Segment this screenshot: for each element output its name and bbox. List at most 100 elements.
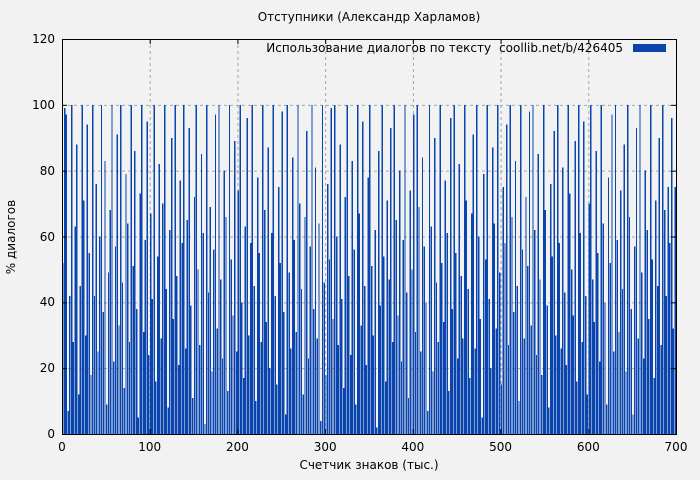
bar bbox=[476, 104, 478, 434]
bar bbox=[623, 144, 625, 434]
bar bbox=[414, 331, 417, 434]
bar bbox=[602, 223, 604, 434]
bar bbox=[662, 104, 664, 434]
bar bbox=[406, 292, 408, 434]
bar bbox=[644, 170, 646, 435]
bar bbox=[272, 104, 275, 434]
bar bbox=[74, 226, 76, 435]
bar bbox=[581, 341, 583, 434]
bar bbox=[109, 210, 111, 434]
bar bbox=[325, 374, 327, 434]
bar bbox=[144, 239, 147, 434]
bar bbox=[670, 118, 673, 434]
bar bbox=[548, 407, 550, 434]
bar bbox=[139, 193, 141, 434]
bar bbox=[388, 279, 390, 434]
bar bbox=[106, 404, 108, 435]
bar bbox=[207, 292, 210, 434]
bar bbox=[648, 318, 650, 434]
bar bbox=[269, 368, 271, 434]
bar bbox=[384, 381, 387, 434]
bar bbox=[665, 295, 668, 434]
bar bbox=[346, 104, 348, 434]
bar bbox=[114, 246, 117, 435]
bar bbox=[95, 183, 97, 434]
chart-title: Отступники (Александр Харламов) bbox=[257, 10, 481, 24]
bar bbox=[614, 104, 617, 434]
bar bbox=[491, 147, 494, 435]
bar bbox=[270, 233, 273, 434]
bar bbox=[402, 239, 404, 434]
bar bbox=[446, 233, 448, 434]
bar bbox=[660, 345, 662, 435]
y-tick-label: 120 bbox=[32, 32, 55, 46]
bar bbox=[404, 104, 406, 434]
bar bbox=[509, 104, 511, 434]
bar bbox=[576, 381, 578, 434]
bar bbox=[369, 104, 371, 434]
bar bbox=[116, 134, 118, 434]
bar bbox=[181, 243, 183, 434]
bar bbox=[493, 223, 496, 434]
x-axis-label: Счетчик знаков (тыс.) bbox=[299, 458, 439, 472]
bar bbox=[395, 220, 397, 434]
bar bbox=[365, 364, 368, 435]
bar bbox=[327, 183, 329, 434]
bar bbox=[284, 414, 287, 434]
bar bbox=[184, 348, 187, 434]
bar bbox=[242, 378, 245, 434]
bar bbox=[399, 170, 401, 435]
bar bbox=[565, 364, 568, 435]
bar bbox=[260, 341, 262, 434]
bar bbox=[462, 338, 464, 434]
bar-series bbox=[62, 104, 676, 435]
bar bbox=[444, 180, 447, 434]
bar bbox=[613, 351, 615, 434]
bar bbox=[118, 325, 120, 435]
bar bbox=[348, 276, 350, 434]
bar bbox=[413, 114, 415, 435]
bar bbox=[577, 104, 580, 434]
bar bbox=[481, 417, 483, 434]
bar bbox=[560, 348, 562, 434]
bar bbox=[511, 216, 513, 434]
bar bbox=[451, 308, 454, 434]
bar bbox=[283, 312, 285, 434]
bar bbox=[488, 299, 490, 434]
bar bbox=[621, 289, 624, 434]
bar bbox=[234, 141, 236, 435]
bar bbox=[486, 104, 489, 434]
bar bbox=[549, 183, 552, 434]
bar bbox=[213, 249, 215, 434]
bar bbox=[620, 190, 622, 434]
bar bbox=[290, 348, 292, 434]
bar bbox=[390, 127, 392, 435]
bar bbox=[609, 262, 611, 434]
bar bbox=[167, 407, 169, 434]
bar bbox=[90, 374, 92, 434]
bar bbox=[616, 239, 618, 434]
bar bbox=[321, 104, 324, 434]
bar bbox=[335, 236, 338, 434]
bar bbox=[67, 410, 69, 434]
bar bbox=[425, 302, 427, 434]
bar bbox=[469, 378, 471, 434]
bar bbox=[130, 104, 132, 434]
bar bbox=[353, 249, 355, 434]
bar bbox=[669, 243, 671, 434]
bar bbox=[127, 223, 129, 434]
bar bbox=[111, 104, 113, 434]
bar bbox=[155, 381, 157, 434]
bar bbox=[504, 243, 506, 434]
bar bbox=[209, 206, 211, 434]
x-tick-label: 100 bbox=[138, 440, 162, 454]
bar bbox=[276, 384, 278, 435]
bar bbox=[570, 269, 573, 434]
bar bbox=[235, 351, 238, 434]
bar bbox=[341, 299, 343, 434]
bar bbox=[77, 394, 80, 434]
bar bbox=[498, 272, 501, 434]
bar bbox=[658, 137, 661, 434]
bar bbox=[534, 229, 536, 434]
